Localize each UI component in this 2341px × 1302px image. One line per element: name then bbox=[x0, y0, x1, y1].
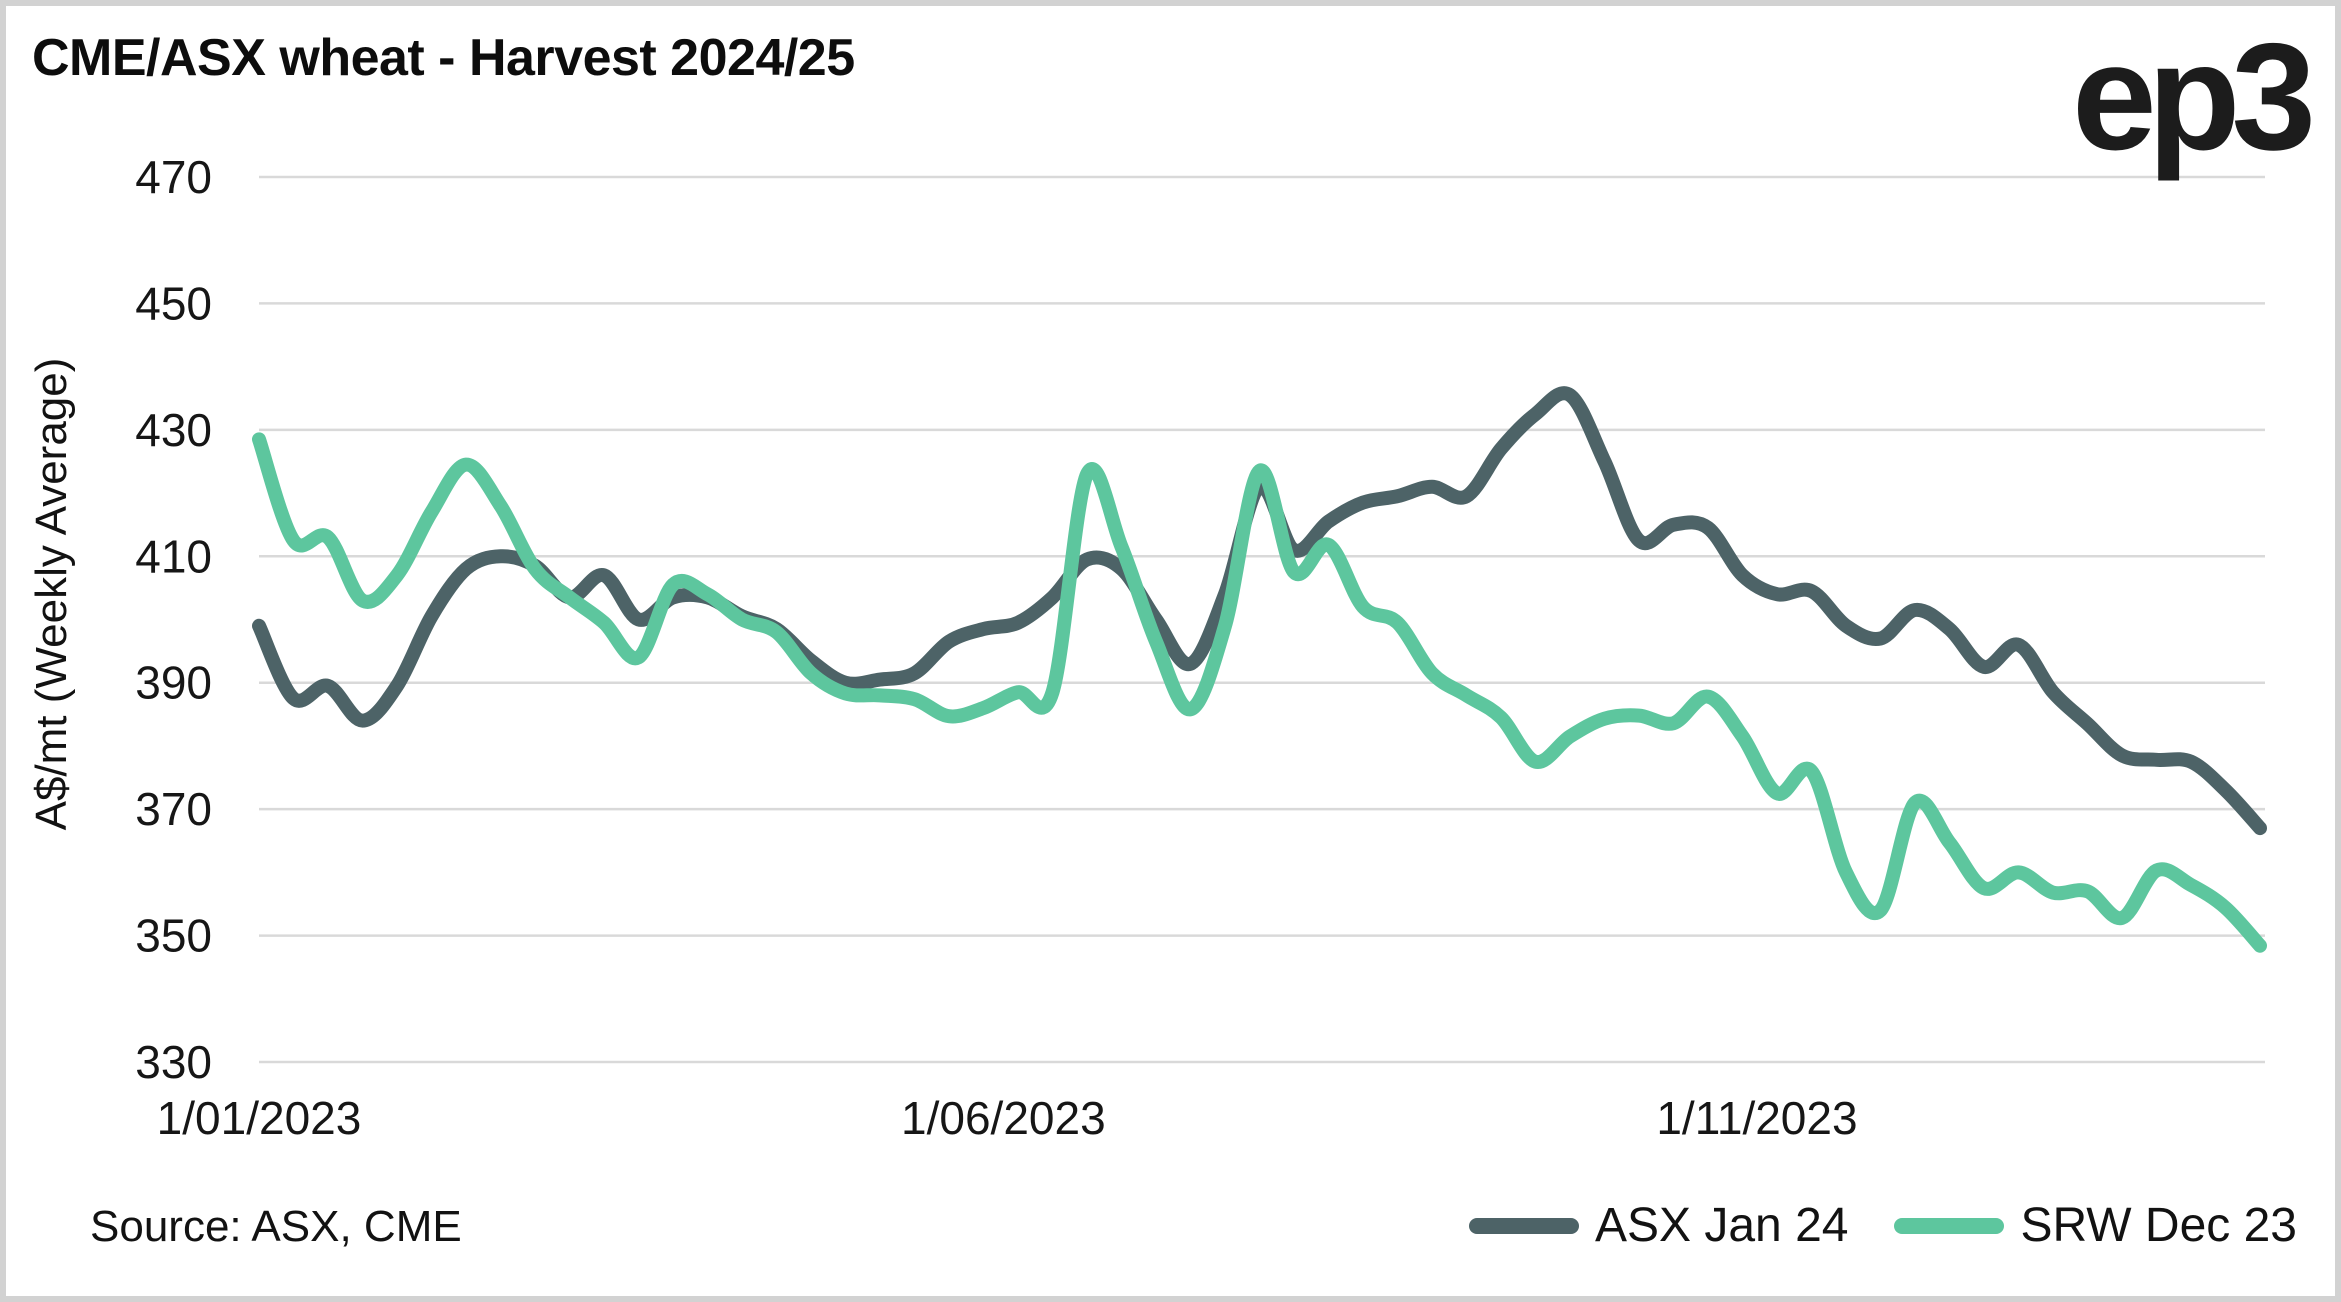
ep3-logo: ep3 bbox=[2072, 12, 2316, 182]
legend-swatch-asx bbox=[1468, 1217, 1579, 1234]
y-tick-label: 370 bbox=[135, 783, 212, 835]
x-tick-label: 1/11/2023 bbox=[1656, 1092, 1857, 1144]
legend-label-srw: SRW Dec 23 bbox=[2020, 1199, 2297, 1252]
source-note: Source: ASX, CME bbox=[90, 1202, 462, 1251]
y-tick-label: 350 bbox=[135, 910, 212, 962]
legend: ASX Jan 24 SRW Dec 23 bbox=[1468, 1198, 2297, 1253]
y-axis-title: A$/mt (Weekly Average) bbox=[27, 357, 76, 831]
x-tick-label: 1/06/2023 bbox=[901, 1092, 1106, 1144]
x-tick-label: 1/01/2023 bbox=[157, 1092, 362, 1144]
series-line-asx-jan-24 bbox=[252, 386, 2267, 836]
legend-item-asx: ASX Jan 24 bbox=[1468, 1198, 1849, 1253]
y-tick-label: 430 bbox=[135, 404, 212, 456]
series-line-srw-dec-23 bbox=[252, 432, 2267, 953]
legend-swatch-srw bbox=[1894, 1217, 2005, 1234]
y-tick-label: 390 bbox=[135, 657, 212, 709]
legend-label-asx: ASX Jan 24 bbox=[1594, 1199, 1849, 1252]
y-tick-label: 450 bbox=[135, 277, 212, 329]
y-tick-label: 330 bbox=[135, 1036, 212, 1088]
legend-item-srw: SRW Dec 23 bbox=[1894, 1198, 2297, 1253]
chart-title: CME/ASX wheat - Harvest 2024/25 bbox=[32, 29, 855, 87]
y-tick-label: 410 bbox=[135, 530, 212, 582]
y-tick-label: 470 bbox=[135, 151, 212, 203]
